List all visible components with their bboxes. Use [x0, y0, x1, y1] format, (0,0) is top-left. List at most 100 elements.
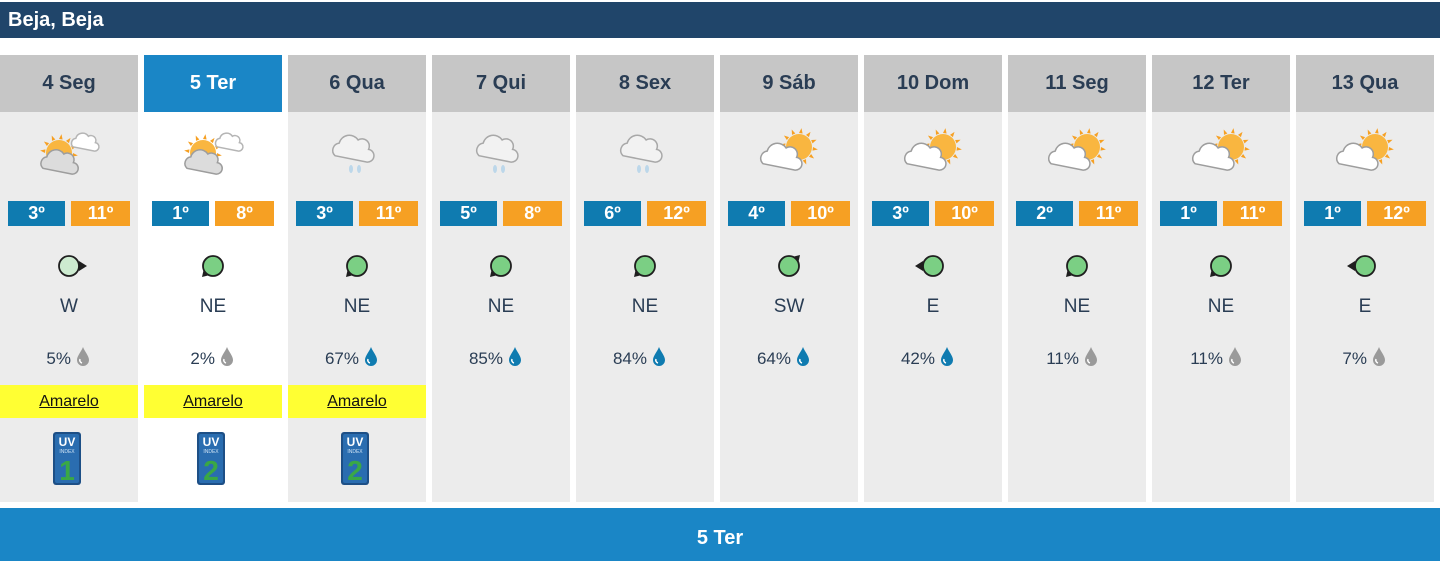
- wind-arrow-southwest-icon: [202, 255, 224, 277]
- day-column[interactable]: 5 Ter 1º 8º NE 2% Amarelo UV INDEX 2: [144, 55, 282, 510]
- warning-badge: Amarelo: [288, 385, 426, 418]
- day-column[interactable]: 10 Dom 3º 10º E 42%: [864, 55, 1002, 502]
- precipitation-probability: 5%: [46, 349, 71, 368]
- day-label[interactable]: 7 Qui: [432, 55, 570, 112]
- min-temperature: 3º: [8, 201, 65, 226]
- precipitation-probability: 85%: [468, 349, 503, 368]
- precipitation: 85%: [432, 346, 570, 372]
- day-column[interactable]: 6 Qua 3º 11º NE 67% Amarelo UV INDEX 2: [288, 55, 426, 502]
- temperature-range: 3º 11º: [296, 201, 418, 226]
- temperature-range: 6º 12º: [584, 201, 706, 226]
- min-temperature: 5º: [440, 201, 497, 226]
- day-column[interactable]: 7 Qui 5º 8º NE 85%: [432, 55, 570, 502]
- cloud-rain-icon: [619, 134, 663, 173]
- day-label[interactable]: 5 Ter: [144, 55, 282, 112]
- temperature-range: 1º 8º: [152, 201, 274, 226]
- day-column[interactable]: 9 Sáb 4º 10º SW 64%: [720, 55, 858, 502]
- warning-link[interactable]: Amarelo: [39, 393, 99, 410]
- precipitation-probability: 84%: [612, 349, 647, 368]
- precipitation: 2%: [144, 346, 282, 372]
- wind-arrow-west-icon: [915, 255, 944, 277]
- min-temperature: 2º: [1016, 201, 1073, 226]
- min-temperature: 1º: [152, 201, 209, 226]
- precipitation: 64%: [720, 346, 858, 372]
- day-label[interactable]: 4 Seg: [0, 55, 138, 112]
- location-title: Beja, Beja: [0, 2, 1440, 38]
- min-temperature: 3º: [296, 201, 353, 226]
- drop-blue-icon: [941, 347, 953, 366]
- wind-direction: NE: [631, 296, 659, 317]
- sun-cloud-drizzle-icon: [184, 132, 244, 175]
- warning-link[interactable]: Amarelo: [327, 393, 387, 410]
- precipitation: 42%: [864, 346, 1002, 372]
- sun-cloud-icon: [903, 128, 962, 171]
- temperature-range: 1º 11º: [1160, 201, 1282, 226]
- day-label[interactable]: 9 Sáb: [720, 55, 858, 112]
- max-temperature: 12º: [647, 201, 706, 226]
- wind-arrow-east-icon: [58, 255, 87, 277]
- day-label[interactable]: 12 Ter: [1152, 55, 1290, 112]
- wind-direction: SW: [773, 296, 805, 317]
- precipitation: 7%: [1296, 346, 1434, 372]
- day-label[interactable]: 13 Qua: [1296, 55, 1434, 112]
- uv-sub: INDEX: [59, 449, 75, 455]
- drop-grey-icon: [221, 347, 233, 366]
- precipitation: 84%: [576, 346, 714, 372]
- wind-arrow-southwest-icon: [490, 255, 512, 277]
- wind-arrow-southwest-icon: [1210, 255, 1232, 277]
- warning-link[interactable]: Amarelo: [183, 393, 243, 410]
- max-temperature: 11º: [1223, 201, 1282, 226]
- wind-direction: NE: [199, 296, 227, 317]
- temperature-range: 1º 12º: [1304, 201, 1426, 226]
- selected-day-bar[interactable]: 5 Ter: [0, 508, 1440, 561]
- wind-direction: NE: [1207, 296, 1235, 317]
- day-column[interactable]: 12 Ter 1º 11º NE 11%: [1152, 55, 1290, 502]
- uv-label: UV: [59, 435, 76, 449]
- precipitation-probability: 2%: [190, 349, 215, 368]
- wind-arrow-southwest-icon: [1066, 255, 1088, 277]
- precipitation: 67%: [288, 346, 426, 372]
- uv-value: 2: [203, 455, 219, 485]
- wind-direction: NE: [487, 296, 515, 317]
- max-temperature: 10º: [791, 201, 850, 226]
- temperature-range: 3º 11º: [8, 201, 130, 226]
- day-column[interactable]: 8 Sex 6º 12º NE 84%: [576, 55, 714, 502]
- warning-badge: Amarelo: [144, 385, 282, 418]
- max-temperature: 11º: [1079, 201, 1138, 226]
- day-label[interactable]: 11 Seg: [1008, 55, 1146, 112]
- max-temperature: 10º: [935, 201, 994, 226]
- day-label[interactable]: 10 Dom: [864, 55, 1002, 112]
- wind-direction: NE: [343, 296, 371, 317]
- min-temperature: 3º: [872, 201, 929, 226]
- uv-sub: INDEX: [347, 449, 363, 455]
- day-label[interactable]: 6 Qua: [288, 55, 426, 112]
- day-label[interactable]: 8 Sex: [576, 55, 714, 112]
- cloud-rain-icon: [331, 134, 375, 173]
- wind-direction: E: [926, 296, 940, 317]
- wind-arrow-southwest-icon: [346, 255, 368, 277]
- precipitation-probability: 67%: [324, 349, 359, 368]
- day-column[interactable]: 13 Qua 1º 12º E 7%: [1296, 55, 1434, 502]
- sun-cloud-drizzle-icon: [40, 132, 100, 175]
- drop-grey-icon: [77, 347, 89, 366]
- day-column[interactable]: 4 Seg 3º 11º W 5% Amarelo UV INDEX 1: [0, 55, 138, 502]
- uv-value: 1: [59, 455, 75, 485]
- drop-grey-icon: [1085, 347, 1097, 366]
- precipitation-probability: 11%: [1046, 349, 1079, 368]
- sun-cloud-icon: [1047, 128, 1106, 171]
- precipitation-probability: 7%: [1342, 349, 1367, 368]
- day-column[interactable]: 11 Seg 2º 11º NE 11%: [1008, 55, 1146, 502]
- precipitation-probability: 11%: [1190, 349, 1223, 368]
- drop-blue-icon: [797, 347, 809, 366]
- uv-sub: INDEX: [203, 449, 219, 455]
- precipitation-probability: 42%: [900, 349, 935, 368]
- sun-cloud-icon: [1191, 128, 1250, 171]
- max-temperature: 11º: [359, 201, 418, 226]
- drop-grey-icon: [1229, 347, 1241, 366]
- wind-arrow-northeast-icon: [778, 255, 800, 277]
- drop-blue-icon: [653, 347, 665, 366]
- max-temperature: 12º: [1367, 201, 1426, 226]
- temperature-range: 2º 11º: [1016, 201, 1138, 226]
